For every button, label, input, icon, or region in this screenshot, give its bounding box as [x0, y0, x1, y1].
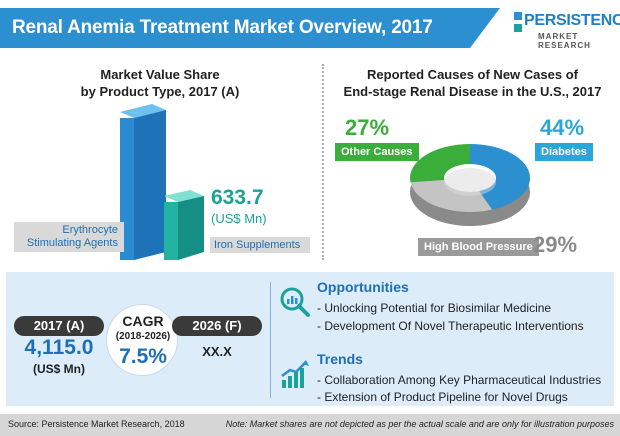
- cagr-range: (2018-2026): [115, 331, 171, 342]
- high-blood-pressure-pct: 29%: [533, 232, 578, 257]
- left-chart-title-line1: Market Value Share: [100, 67, 220, 82]
- vertical-divider: [322, 64, 324, 260]
- header: Renal Anemia Treatment Market Overview, …: [0, 0, 620, 56]
- rising-chart-icon: [279, 358, 311, 390]
- diabetes-pct: 44%: [540, 115, 585, 140]
- footer: Source: Persistence Market Research, 201…: [0, 414, 620, 436]
- erythrocyte-label-line2: Stimulating Agents: [26, 237, 118, 249]
- opportunities-title: Opportunities: [317, 279, 409, 295]
- iron-value: 633.7: [211, 186, 264, 209]
- diabetes-label: Diabetes: [535, 143, 593, 161]
- year-2017-tag: 2017 (A): [14, 316, 104, 336]
- logo: PERSISTENCE MARKET RESEARCH: [512, 6, 620, 50]
- value-2017-unit: (US$ Mn): [33, 362, 85, 376]
- left-chart-title: Market Value Share by Product Type, 2017…: [40, 66, 280, 100]
- cagr-title: CAGR: [122, 313, 164, 329]
- high-blood-pressure-label: High Blood Pressure: [418, 238, 539, 256]
- footer-source: Source: Persistence Market Research, 201…: [8, 419, 185, 429]
- iron-label: Iron Supplements: [210, 237, 310, 253]
- panel-divider: [270, 282, 271, 398]
- magnifier-chart-icon: [279, 286, 311, 318]
- erythrocyte-label-line1: Erythrocyte: [62, 224, 118, 236]
- other-causes-label: Other Causes: [335, 143, 419, 161]
- trend-item: - Extension of Product Pipeline for Nove…: [317, 390, 568, 404]
- cagr-circle: CAGR (2018-2026) 7.5%: [106, 304, 178, 376]
- logo-main-text: PERSISTENCE: [524, 12, 620, 29]
- right-chart-title: Reported Causes of New Cases of End-stag…: [330, 66, 615, 100]
- other-causes-pct: 27%: [345, 115, 390, 140]
- page-title: Renal Anemia Treatment Market Overview, …: [12, 17, 433, 38]
- iron-unit: (US$ Mn): [211, 211, 267, 226]
- year-2026-tag: 2026 (F): [172, 316, 262, 336]
- trend-item: - Collaboration Among Key Pharmaceutical…: [317, 373, 602, 387]
- trends-title: Trends: [317, 351, 363, 367]
- footer-note: Note: Market shares are not depicted as …: [225, 419, 614, 429]
- logo-sub-text: MARKET RESEARCH: [538, 32, 591, 50]
- opportunity-item: - Development Of Novel Therapeutic Inter…: [317, 319, 584, 333]
- cagr-value: 7.5%: [119, 345, 167, 368]
- bar-chart: [120, 104, 204, 260]
- value-2017: 4,115.0: [24, 336, 94, 359]
- bar-iron: [164, 190, 204, 260]
- title-bar: Renal Anemia Treatment Market Overview, …: [0, 8, 500, 48]
- value-2026: XX.X: [202, 344, 232, 359]
- opportunity-item: - Unlocking Potential for Biosimilar Med…: [317, 301, 552, 315]
- donut-chart: [410, 144, 530, 226]
- left-chart-title-line2: by Product Type, 2017 (A): [80, 84, 240, 99]
- logo-mark-icon: [514, 12, 522, 32]
- erythrocyte-label: Erythrocyte Stimulating Agents: [14, 222, 124, 252]
- right-chart-title-line1: Reported Causes of New Cases of: [367, 67, 578, 82]
- bar-erythrocyte: [120, 104, 166, 260]
- right-chart-title-line2: End-stage Renal Disease in the U.S., 201…: [343, 84, 602, 99]
